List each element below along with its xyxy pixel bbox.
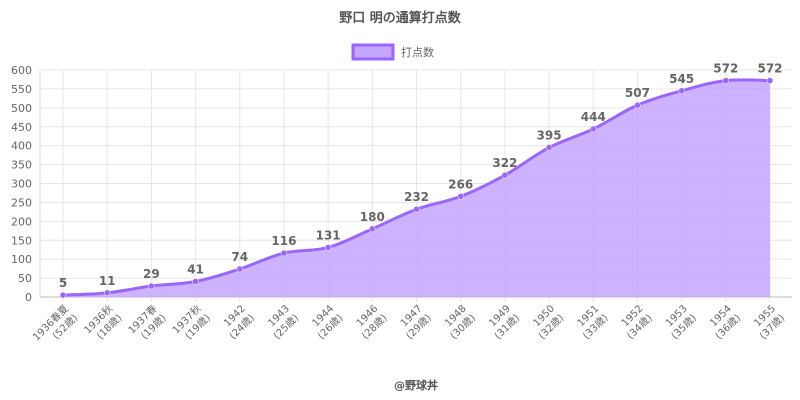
data-label: 545 xyxy=(669,72,694,86)
data-label: 41 xyxy=(187,262,204,276)
data-label: 131 xyxy=(316,228,341,242)
y-tick-label: 300 xyxy=(11,178,32,191)
data-point[interactable] xyxy=(545,144,553,151)
data-label: 180 xyxy=(360,210,385,224)
data-point[interactable] xyxy=(457,193,464,200)
data-label: 444 xyxy=(581,110,606,124)
y-tick-label: 50 xyxy=(18,272,32,285)
data-labels: 5 11 29 41 74 116 131 180 232 266 322 395 444 507 545 5… xyxy=(59,62,783,291)
x-tick-label: 1943(25歳) xyxy=(263,303,302,342)
series-area xyxy=(63,79,770,298)
x-tick-label: 1953(35歳) xyxy=(660,303,699,342)
data-point[interactable] xyxy=(413,205,420,213)
y-tick-label: 250 xyxy=(11,196,32,209)
credit-text: @野球丼 xyxy=(394,378,438,392)
x-tick-label: 1950(32歳) xyxy=(528,303,567,342)
legend[interactable]: 打点数 xyxy=(351,43,434,61)
y-tick-label: 550 xyxy=(11,83,32,96)
y-tick-label: 150 xyxy=(11,234,32,247)
x-tick-label: 1952(34歳) xyxy=(616,303,655,342)
x-tick-label: 1942(24歳) xyxy=(219,303,258,342)
data-label: 266 xyxy=(448,177,473,191)
data-label: 572 xyxy=(757,62,782,76)
y-tick-label: 100 xyxy=(11,253,32,266)
x-tick-label: 1937秋(19歳) xyxy=(169,302,213,346)
data-label: 395 xyxy=(537,129,562,143)
data-point[interactable] xyxy=(103,289,111,297)
x-tick-label: 1948(30歳) xyxy=(439,303,478,342)
x-tick-label: 1947(29歳) xyxy=(395,303,434,342)
data-point[interactable] xyxy=(369,225,376,233)
data-label: 232 xyxy=(404,190,429,204)
legend-label: 打点数 xyxy=(401,45,434,59)
y-tick-label: 350 xyxy=(11,159,32,172)
data-point[interactable] xyxy=(766,77,774,84)
y-tick-label: 0 xyxy=(25,291,32,304)
data-point[interactable] xyxy=(236,265,243,273)
data-label: 11 xyxy=(99,274,116,288)
x-axis: 1936春夏(52歳) 1936秋(18歳) 1937春(19歳) 1937秋(19歳… xyxy=(30,302,788,353)
x-tick-label: 1937春(19歳) xyxy=(126,303,169,346)
data-label: 572 xyxy=(713,62,738,76)
data-point[interactable] xyxy=(324,244,332,251)
data-label: 5 xyxy=(59,276,67,290)
y-tick-label: 500 xyxy=(11,102,32,115)
data-point[interactable] xyxy=(59,291,67,299)
data-point[interactable] xyxy=(192,278,199,285)
x-tick-label: 1946(28歳) xyxy=(351,303,390,342)
data-label: 322 xyxy=(492,156,517,170)
data-point[interactable] xyxy=(590,125,597,133)
data-point[interactable] xyxy=(722,77,730,84)
y-tick-label: 600 xyxy=(11,64,32,77)
data-label: 507 xyxy=(625,86,650,100)
x-tick-label: 1949(31歳) xyxy=(484,303,523,342)
data-point[interactable] xyxy=(501,171,509,179)
x-tick-label: 1955(37歳) xyxy=(749,303,788,342)
legend-swatch xyxy=(351,43,395,61)
data-point[interactable] xyxy=(678,87,685,95)
data-label: 74 xyxy=(231,250,248,264)
data-label: 29 xyxy=(143,267,160,281)
x-tick-label: 1954(36歳) xyxy=(705,303,744,342)
data-label: 116 xyxy=(271,234,296,248)
data-point[interactable] xyxy=(280,249,288,257)
y-tick-label: 400 xyxy=(11,140,32,153)
plot-area xyxy=(59,77,774,299)
x-tick-label: 1944(26歳) xyxy=(307,303,346,342)
y-axis: 0 50 100 150 200 250 300 350 400 450 500 550 600 xyxy=(11,64,32,304)
x-tick-label: 1936秋(18歳) xyxy=(81,302,125,346)
x-tick-label: 1936春夏(52歳) xyxy=(30,303,80,353)
chart-title: 野口 明の通算打点数 xyxy=(339,10,462,26)
data-point[interactable] xyxy=(148,282,155,290)
x-tick-label: 1951(33歳) xyxy=(572,303,611,342)
data-point[interactable] xyxy=(634,101,641,109)
y-tick-label: 450 xyxy=(11,121,32,134)
y-tick-label: 200 xyxy=(11,215,32,228)
